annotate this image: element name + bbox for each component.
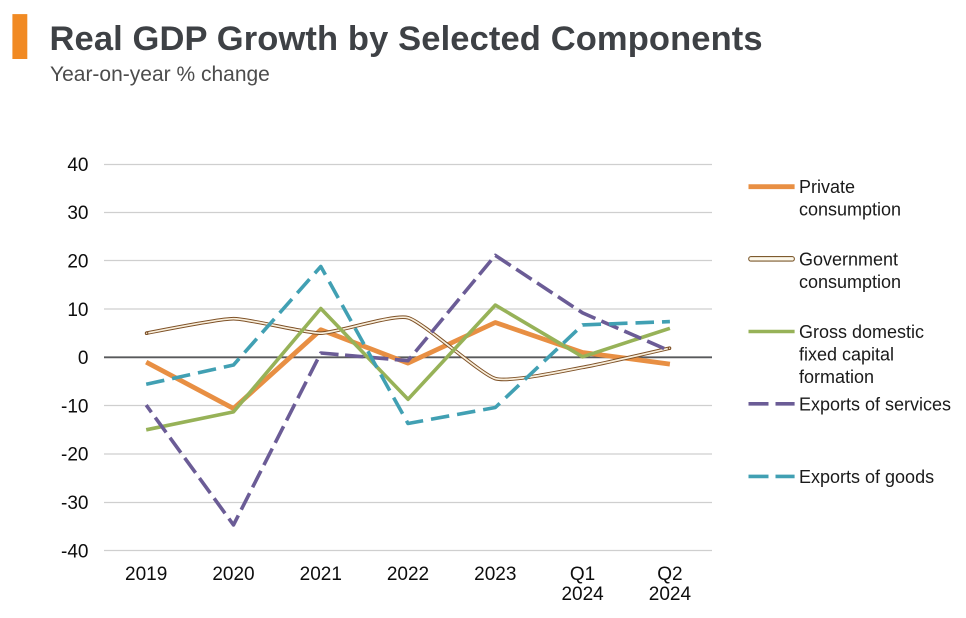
svg-text:Q2: Q2 <box>657 564 682 585</box>
svg-text:0: 0 <box>78 348 89 369</box>
svg-text:2024: 2024 <box>649 584 692 605</box>
svg-text:Real GDP Growth by Selected Co: Real GDP Growth by Selected Components <box>50 20 763 58</box>
svg-text:consumption: consumption <box>799 272 901 292</box>
svg-text:40: 40 <box>67 155 88 176</box>
svg-text:formation: formation <box>799 367 874 387</box>
svg-text:2020: 2020 <box>212 564 254 585</box>
svg-text:consumption: consumption <box>799 200 901 220</box>
svg-text:Q1: Q1 <box>570 564 595 585</box>
svg-text:2023: 2023 <box>474 564 516 585</box>
svg-text:Government: Government <box>799 249 898 269</box>
svg-text:Exports of goods: Exports of goods <box>799 467 934 487</box>
svg-text:fixed capital: fixed capital <box>799 344 894 364</box>
svg-text:20: 20 <box>67 252 88 273</box>
svg-text:Gross domestic: Gross domestic <box>799 322 924 342</box>
svg-text:30: 30 <box>67 203 88 224</box>
svg-text:-40: -40 <box>61 541 88 562</box>
svg-text:10: 10 <box>67 300 88 321</box>
svg-text:Exports of services: Exports of services <box>799 394 951 414</box>
svg-text:2019: 2019 <box>125 564 167 585</box>
svg-text:-30: -30 <box>61 493 88 514</box>
svg-text:2021: 2021 <box>300 564 342 585</box>
svg-text:2024: 2024 <box>561 584 604 605</box>
svg-text:Private: Private <box>799 177 855 197</box>
svg-text:-20: -20 <box>61 445 88 466</box>
svg-text:2022: 2022 <box>387 564 429 585</box>
svg-text:-10: -10 <box>61 396 88 417</box>
svg-text:Year-on-year % change: Year-on-year % change <box>50 63 270 86</box>
